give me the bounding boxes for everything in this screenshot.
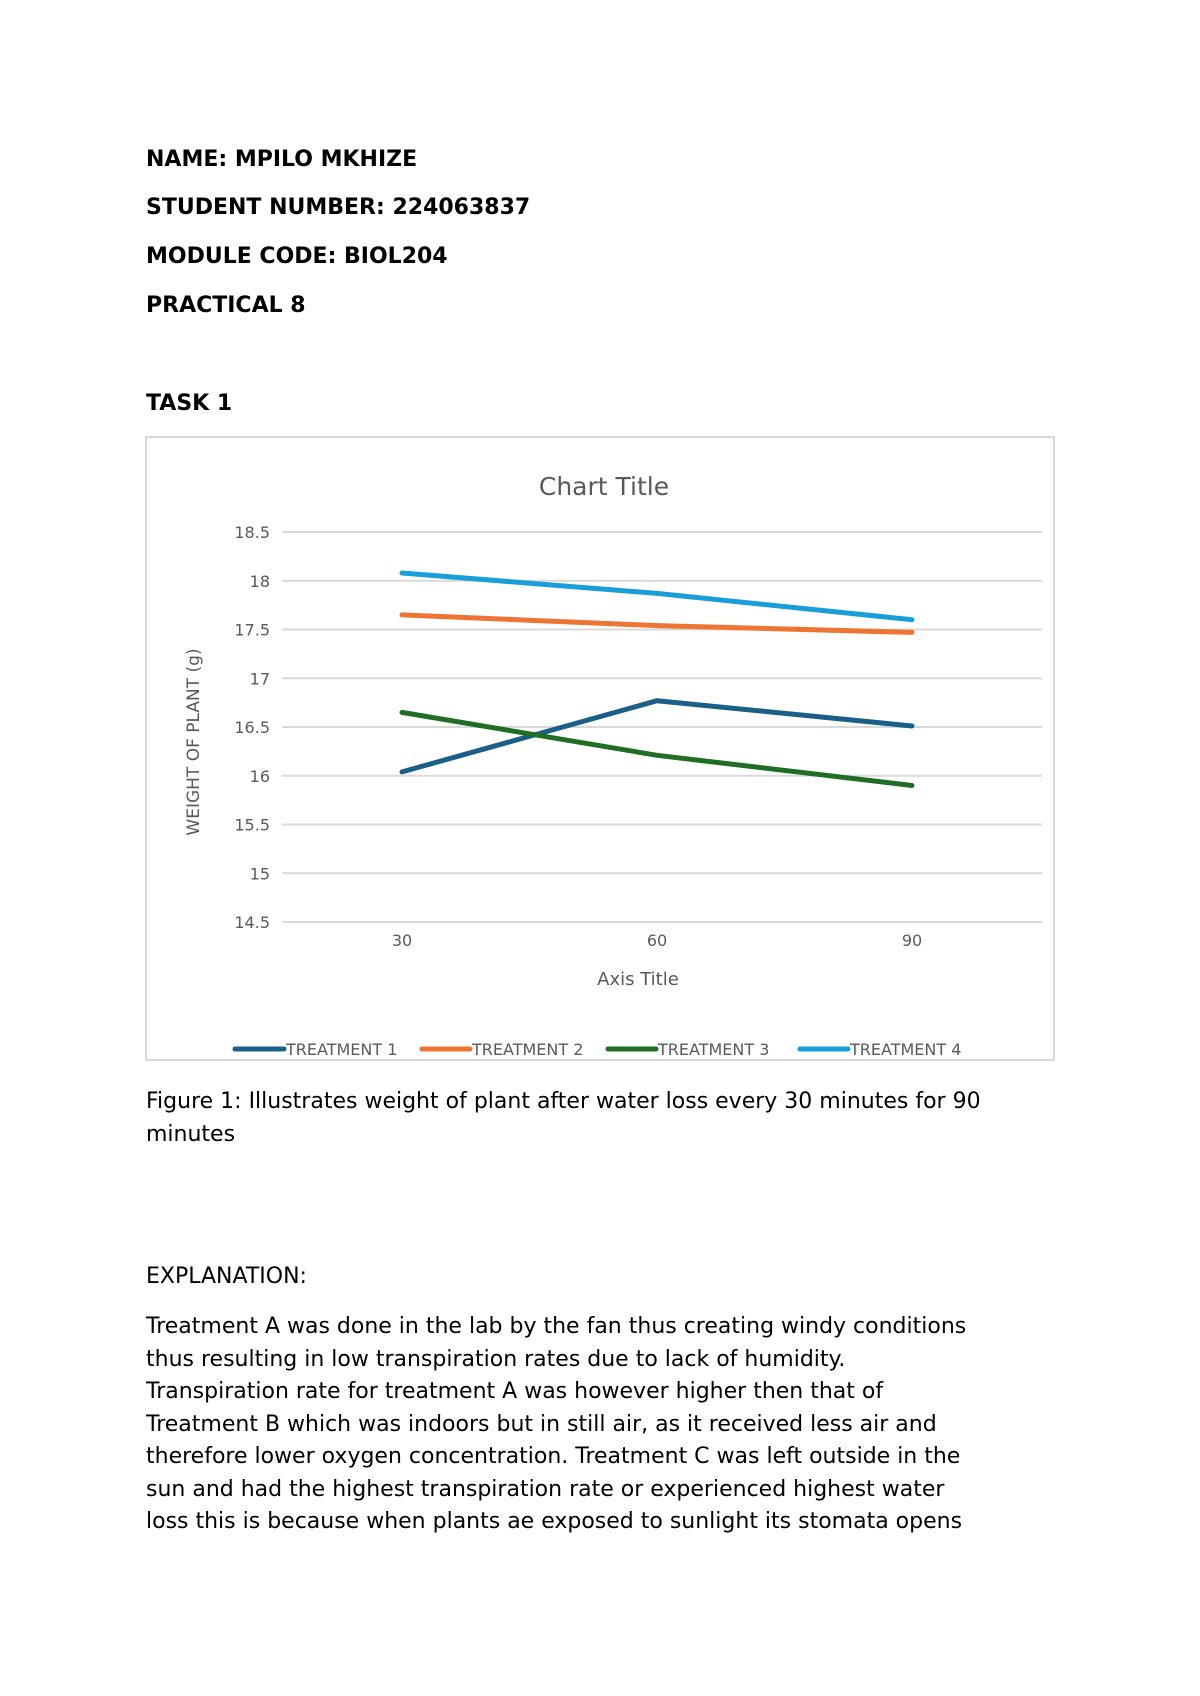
legend-item-treatment-3[interactable]: TREATMENT 3	[605, 1040, 769, 1059]
figure-caption: Figure 1: Illustrates weight of plant af…	[146, 1089, 981, 1147]
explanation-line: sun and had the highest transpiration ra…	[146, 1476, 945, 1502]
x-axis-title: Axis Title	[597, 969, 679, 990]
explanation-line: loss this is because when plants ae expo…	[146, 1509, 963, 1534]
legend-label: TREATMENT 2	[471, 1040, 583, 1059]
y-axis-title: WEIGHT OF PLANT (g)	[184, 648, 204, 835]
series-line-treatment-4[interactable]	[399, 570, 915, 623]
explanation-line: thus resulting in low transpiration rate…	[146, 1346, 846, 1372]
practical-heading: PRACTICAL 8	[146, 293, 306, 318]
student-name: NAME: MPILO MKHIZE	[146, 147, 418, 172]
y-tick-label: 16	[250, 767, 270, 786]
legend-item-treatment-4[interactable]: TREATMENT 4	[797, 1040, 961, 1059]
task-heading: TASK 1	[146, 391, 233, 416]
series-line-treatment-2[interactable]	[399, 612, 915, 635]
explanation-heading: EXPLANATION:	[146, 1264, 307, 1289]
x-tick-label: 90	[902, 931, 922, 950]
y-tick-label: 14.5	[234, 913, 270, 932]
x-tick-label: 60	[647, 931, 667, 950]
data-series	[399, 570, 915, 788]
student-number: STUDENT NUMBER: 224063837	[146, 195, 531, 220]
x-axis-ticks: 30 60 90	[392, 931, 922, 950]
legend-label: TREATMENT 3	[657, 1040, 769, 1059]
explanation-paragraph: Treatment A was done in the lab by the f…	[146, 1311, 1076, 1539]
series-line-treatment-1[interactable]	[399, 698, 915, 775]
line-chart[interactable]: Chart Title 18.5 18 17.5 17 16.5 16 15.5 15 14.5…	[145, 436, 1055, 1061]
y-tick-label: 15	[250, 864, 270, 883]
y-axis-ticks: 18.5 18 17.5 17 16.5 16 15.5 15 14.5	[234, 523, 270, 932]
y-tick-label: 18	[250, 572, 270, 591]
gridlines	[282, 531, 1042, 923]
legend-label: TREATMENT 1	[285, 1040, 397, 1059]
legend: TREATMENT 1 TREATMENT 2 TREATMENT 3 TREA…	[232, 1040, 961, 1059]
legend-label: TREATMENT 4	[849, 1040, 961, 1059]
chart-canvas: Chart Title 18.5 18 17.5 17 16.5 16 15.5 15 14.5…	[184, 472, 1042, 1059]
explanation-line: Transpiration rate for treatment A was h…	[146, 1379, 884, 1404]
y-tick-label: 15.5	[234, 816, 270, 835]
legend-item-treatment-2[interactable]: TREATMENT 2	[419, 1040, 583, 1059]
module-code: MODULE CODE: BIOL204	[146, 244, 448, 269]
y-tick-label: 16.5	[234, 718, 270, 737]
x-tick-label: 30	[392, 931, 412, 950]
explanation-line: Treatment B which was indoors but in sti…	[146, 1411, 937, 1437]
explanation-line: Treatment A was done in the lab by the f…	[146, 1314, 967, 1339]
legend-item-treatment-1[interactable]: TREATMENT 1	[232, 1040, 397, 1059]
y-tick-label: 18.5	[234, 523, 270, 542]
explanation-line: therefore lower oxygen concentration. Tr…	[146, 1444, 961, 1469]
series-line-treatment-3[interactable]	[399, 709, 915, 788]
chart-title: Chart Title	[539, 472, 669, 501]
y-tick-label: 17.5	[234, 621, 270, 640]
y-tick-label: 17	[250, 669, 270, 688]
